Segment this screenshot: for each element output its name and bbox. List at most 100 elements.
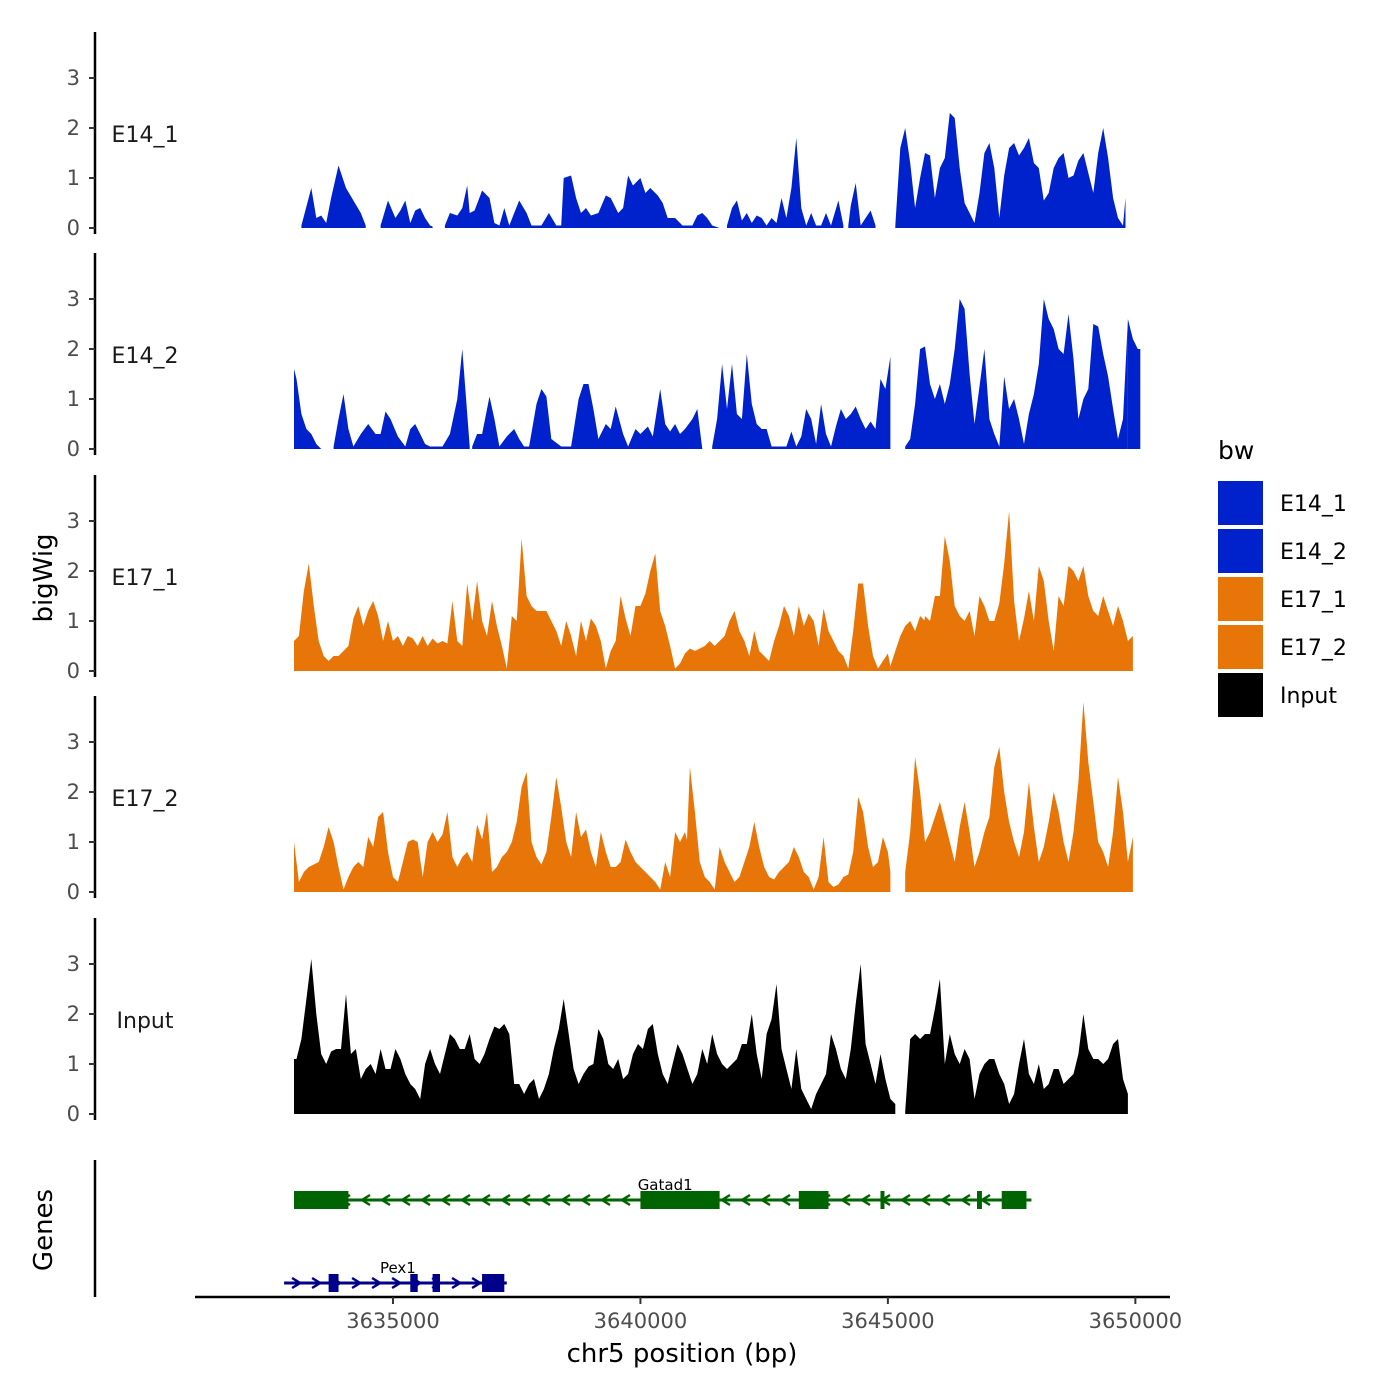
area-segment-e14-1-3 — [727, 138, 844, 228]
x-tick-label: 3640000 — [594, 1309, 688, 1333]
exon — [976, 1191, 982, 1209]
strand-chevron — [371, 1276, 383, 1290]
exon — [482, 1274, 505, 1292]
track-e17-2: 0 1 2 3 E17_2 — [67, 696, 1133, 904]
strand-chevron — [451, 1276, 463, 1290]
y-tick-label: 1 — [67, 387, 80, 411]
signal-tracks: 0 1 2 3 E14_1 0 1 2 3 E14_2 0 1 2 3 E17_1 0 1 2 3 E17_2 0 1 2 3… — [67, 32, 1141, 1126]
strand-chevron — [899, 1193, 911, 1207]
strand-chevron — [519, 1193, 531, 1207]
area-segment-e17-2-0 — [294, 827, 344, 892]
strand-chevron — [311, 1276, 323, 1290]
gene-pex1: Pex1 — [284, 1259, 507, 1292]
strand-chevron — [859, 1193, 871, 1207]
strand-chevron — [619, 1193, 631, 1207]
strand-chevron — [599, 1193, 611, 1207]
y-tick-label: 3 — [67, 952, 80, 976]
y-tick-label: 1 — [67, 609, 80, 633]
area-segment-e14-2-0 — [294, 369, 322, 449]
area-segment-e14-2-1 — [333, 349, 470, 449]
track-input: 0 1 2 3 Input — [67, 918, 1128, 1126]
area-segment-e17-1-0 — [294, 538, 891, 671]
area-segment-e14-2-6 — [1127, 319, 1141, 449]
area-segment-input-1 — [905, 979, 1128, 1114]
strand-chevron — [471, 1276, 483, 1290]
legend: bw E14_1 E14_2 E17_1 E17_2 Input — [1218, 436, 1347, 717]
strand-chevron — [419, 1193, 431, 1207]
strand-chevron — [391, 1276, 403, 1290]
strand-chevron — [919, 1193, 931, 1207]
y-tick-label: 0 — [67, 659, 80, 683]
x-tick-label: 3635000 — [346, 1309, 440, 1333]
strand-chevron — [359, 1193, 371, 1207]
gene-label-pex1: Pex1 — [380, 1259, 416, 1277]
strand-chevron — [779, 1193, 791, 1207]
strand-chevron — [979, 1193, 991, 1207]
y-tick-label: 3 — [67, 66, 80, 90]
legend-swatch-e17-2 — [1218, 625, 1263, 669]
legend-swatch-e17-1 — [1218, 577, 1263, 621]
y-tick-label: 1 — [67, 166, 80, 190]
exon — [1001, 1191, 1027, 1209]
area-segment-input-0 — [294, 959, 896, 1114]
exon — [410, 1274, 418, 1292]
exon — [293, 1191, 349, 1209]
strand-chevron — [559, 1193, 571, 1207]
legend-label-e14-2: E14_2 — [1280, 540, 1347, 565]
area-segment-e14-2-4 — [875, 356, 891, 449]
strand-chevron — [351, 1276, 363, 1290]
legend-label-e17-2: E17_2 — [1280, 636, 1347, 661]
x-axis: 3635000 3640000 3645000 3650000 — [195, 1295, 1183, 1333]
strand-chevron — [539, 1193, 551, 1207]
legend-label-input: Input — [1280, 684, 1337, 709]
exon — [328, 1274, 339, 1292]
exon — [640, 1191, 720, 1209]
y-tick-label: 2 — [67, 780, 80, 804]
y-tick-label: 2 — [67, 559, 80, 583]
strand-chevron — [939, 1193, 951, 1207]
track-label-e17-2: E17_2 — [112, 787, 179, 812]
track-label-e14-2: E14_2 — [112, 344, 179, 369]
strand-chevron — [291, 1276, 303, 1290]
strand-chevron — [959, 1193, 971, 1207]
y-tick-label: 2 — [67, 116, 80, 140]
y-tick-label: 0 — [67, 1102, 80, 1126]
exon — [880, 1191, 885, 1209]
gene-gatad1: Gatad1 — [293, 1176, 1032, 1209]
legend-swatch-e14-1 — [1218, 481, 1263, 525]
area-segment-e17-2-2 — [685, 767, 891, 892]
exon — [798, 1191, 829, 1209]
area-segment-e17-2-3 — [905, 702, 1133, 892]
area-segment-e17-2-1 — [343, 772, 695, 892]
x-tick-label: 3650000 — [1089, 1309, 1183, 1333]
y-tick-label: 3 — [67, 287, 80, 311]
gene-track: Gatad1 Pex1 — [93, 1160, 1032, 1297]
track-label-e17-1: E17_1 — [112, 566, 179, 591]
gene-label-gatad1: Gatad1 — [638, 1176, 693, 1194]
genes-axis-title: Genes — [29, 1189, 59, 1271]
strand-chevron — [759, 1193, 771, 1207]
area-segment-e14-2-5 — [905, 299, 1128, 449]
area-segment-e14-1-0 — [301, 165, 366, 228]
track-label-e14-1: E14_1 — [112, 123, 179, 148]
y-tick-label: 1 — [67, 830, 80, 854]
area-segment-e14-1-4 — [848, 183, 876, 228]
legend-swatch-input — [1218, 673, 1263, 717]
y-tick-label: 3 — [67, 730, 80, 754]
area-segment-e14-1-2 — [444, 175, 720, 228]
y-tick-label: 0 — [67, 880, 80, 904]
strand-chevron — [379, 1193, 391, 1207]
track-e14-1: 0 1 2 3 E14_1 — [67, 32, 1126, 240]
strand-chevron — [839, 1193, 851, 1207]
strand-chevron — [719, 1193, 731, 1207]
legend-title: bw — [1218, 436, 1254, 465]
area-segment-e14-2-2 — [472, 384, 703, 449]
legend-swatch-e14-2 — [1218, 529, 1263, 573]
strand-chevron — [499, 1193, 511, 1207]
area-segment-e14-2-3 — [712, 354, 876, 449]
y-tick-label: 0 — [67, 437, 80, 461]
strand-chevron — [399, 1193, 411, 1207]
strand-chevron — [739, 1193, 751, 1207]
y-tick-label: 0 — [67, 216, 80, 240]
